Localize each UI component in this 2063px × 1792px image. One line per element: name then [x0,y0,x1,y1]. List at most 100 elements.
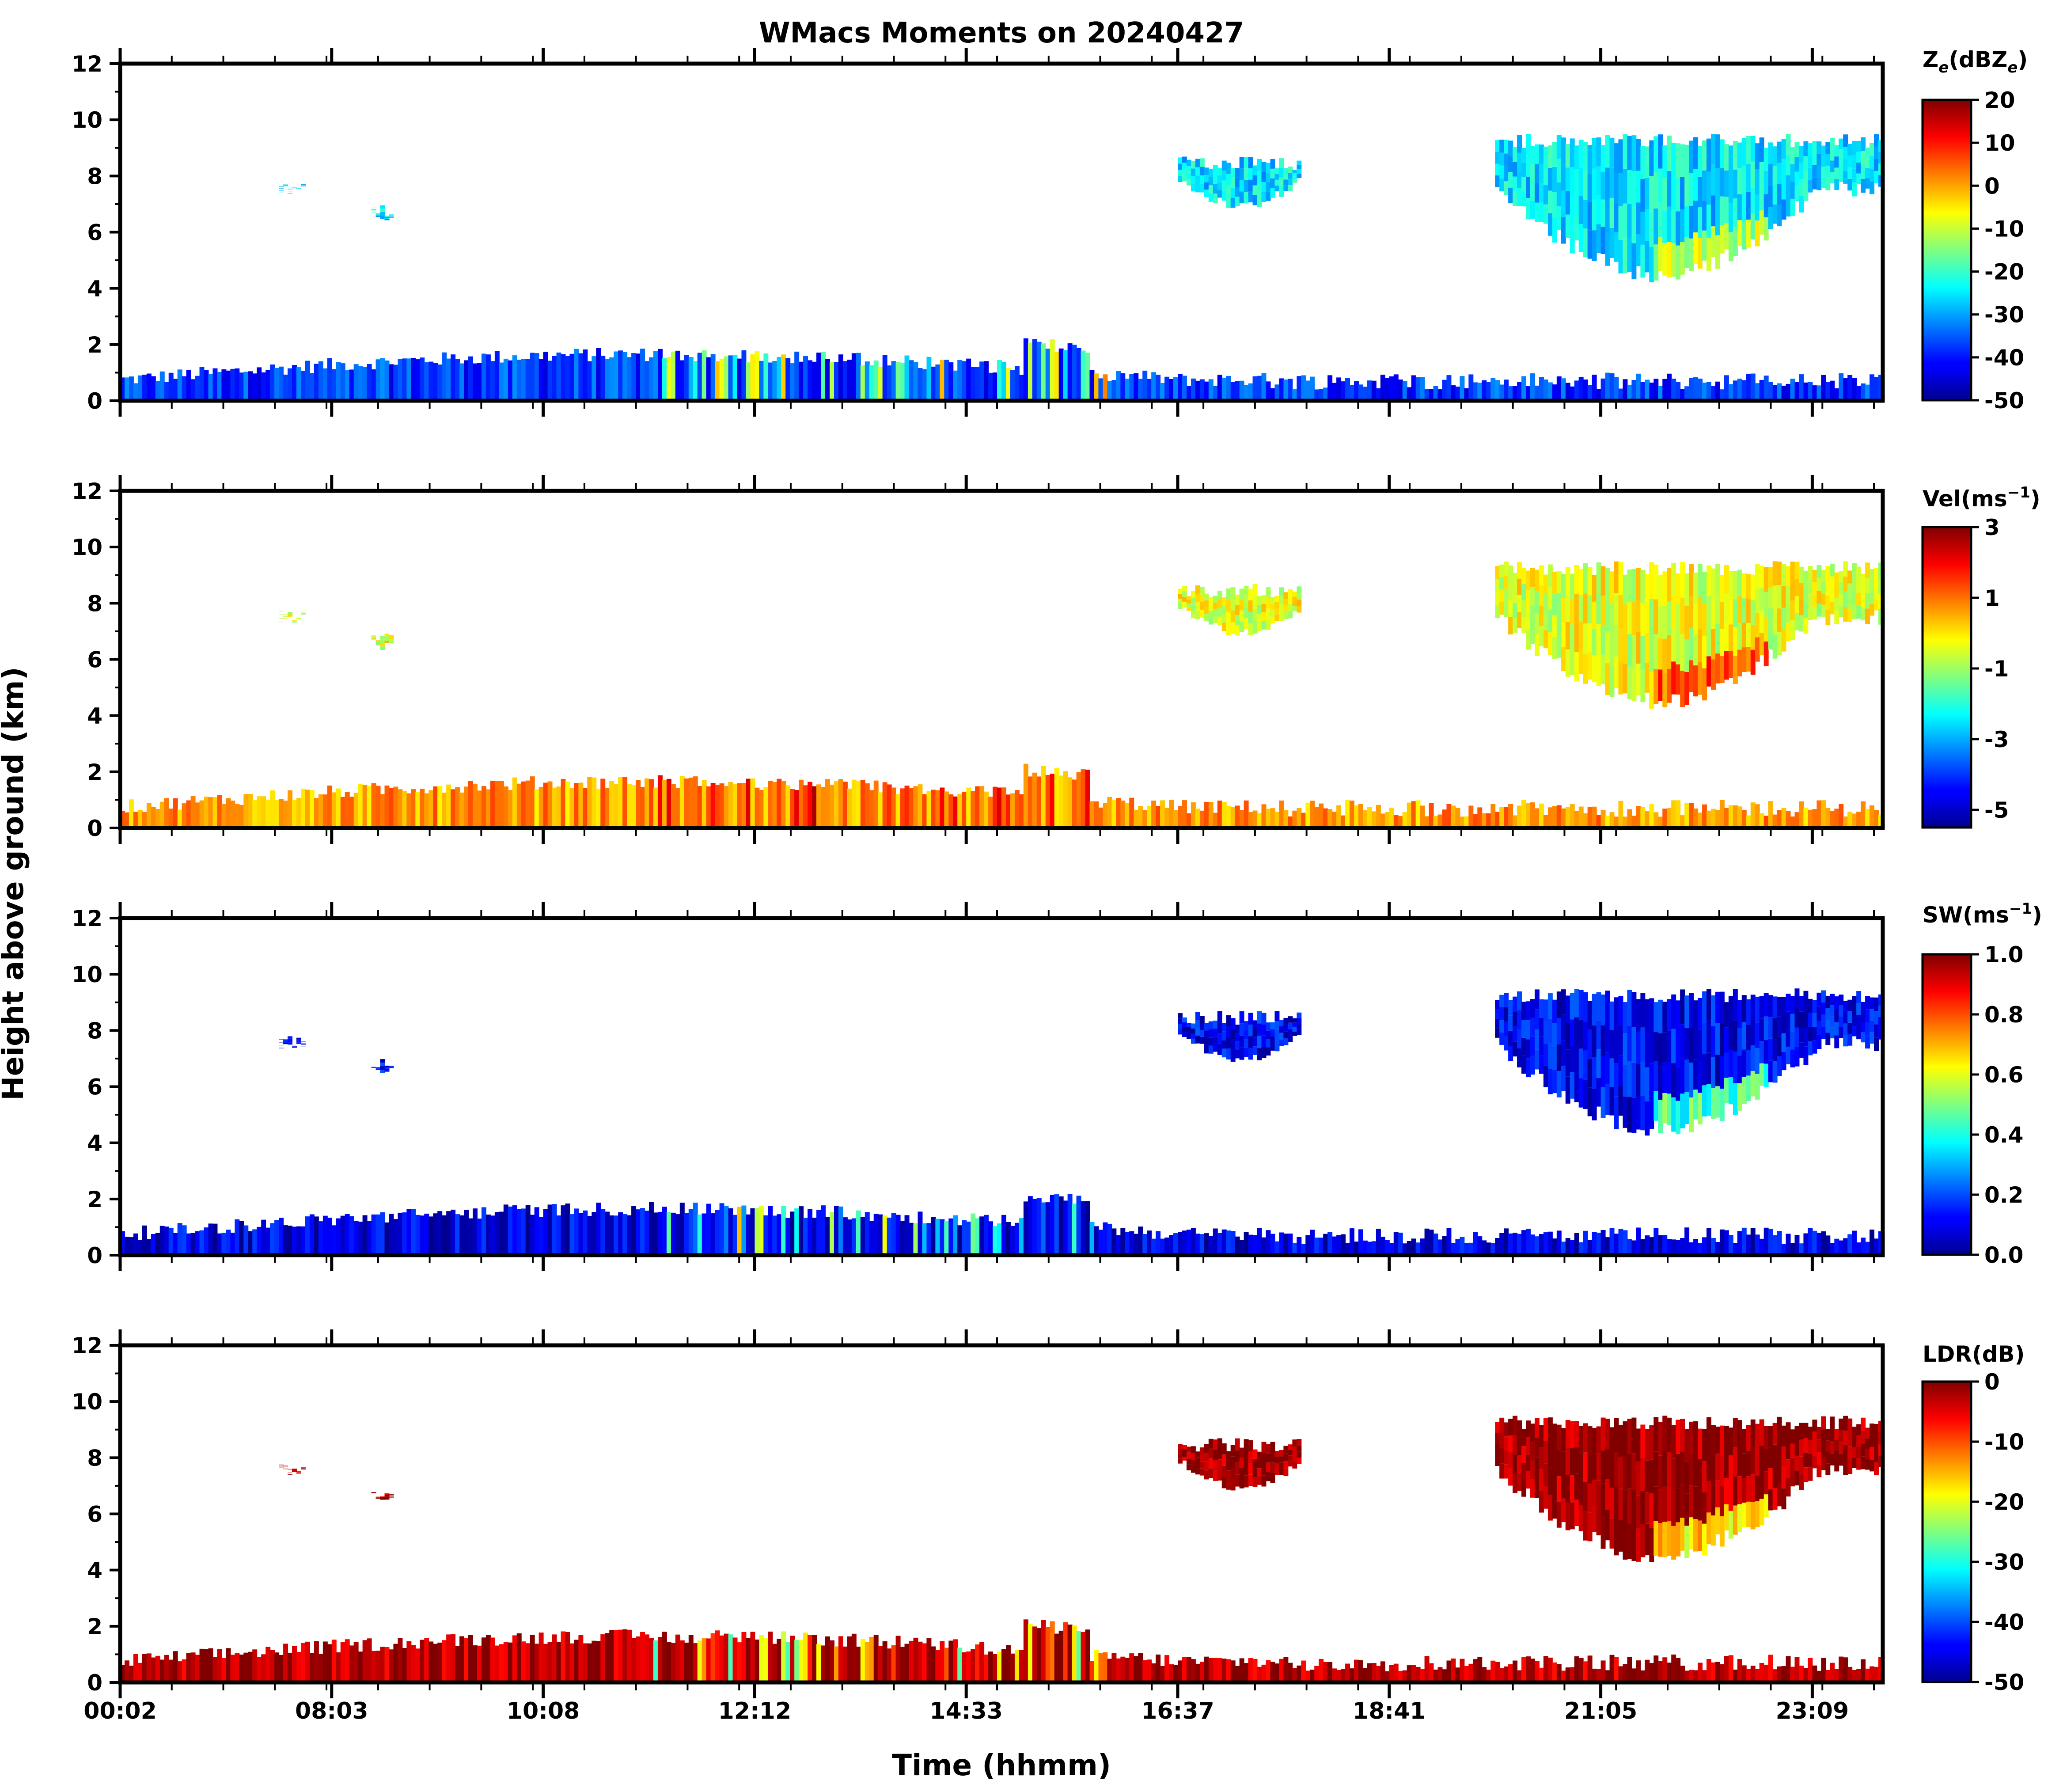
pixel-cell [1257,1011,1262,1024]
pixel-column [1468,1242,1474,1255]
pixel-cell [1763,194,1769,217]
pixel-column [1658,1661,1663,1682]
pixel-column [1010,793,1015,828]
pixel-cell [1653,208,1659,245]
pixel-cell [279,186,284,187]
pixel-cell [1186,1027,1191,1031]
pixel-column [1058,1196,1064,1255]
pixel-cell [1534,144,1540,164]
pixel-column [473,1645,478,1682]
pixel-column [252,1229,258,1255]
pixel-column [380,358,385,401]
pixel-column [724,1206,729,1255]
pixel-column [1843,378,1848,401]
pixel-cell [1283,1461,1289,1469]
pixel-column [1772,814,1778,828]
pixel-cell [1790,198,1795,216]
pixel-column [1710,1238,1716,1255]
pixel-cell [1513,588,1518,603]
pixel-column [1539,1667,1544,1682]
pixel-column [1350,801,1354,828]
pixel-cell [1561,1451,1566,1475]
pixel-cell [1755,1501,1760,1527]
pixel-column [1565,383,1570,401]
pixel-cell [1852,1016,1857,1026]
pixel-cell [1755,169,1760,195]
pixel-column [1539,803,1544,828]
pixel-cell [1830,160,1835,172]
pixel-column [1526,802,1531,828]
pixel-column [772,782,777,828]
pixel-column [816,1210,822,1255]
pixel-column [759,790,764,828]
pixel-cell [1861,1032,1866,1043]
pixel-column [1367,1663,1372,1682]
pixel-cell [1772,1061,1778,1083]
pixel-column [895,1215,901,1255]
pixel-cell [1755,220,1760,247]
pixel-column [662,1632,667,1682]
pixel-column [322,368,328,401]
pixel-cell [1781,138,1786,159]
pixel-column [124,377,129,401]
pixel-column [851,353,857,401]
pixel-cell [1790,581,1795,601]
pixel-cell [1768,1426,1773,1447]
pixel-cell [1865,1448,1870,1459]
colorbar-tick-label: -40 [1984,345,2024,371]
pixel-cell [1270,1022,1275,1029]
pixel-column [1614,1234,1619,1255]
pixel-column [1107,1659,1112,1682]
pixel-cell [1499,1448,1505,1464]
pixel-column [1482,813,1487,828]
pixel-cell [1517,1455,1522,1473]
pixel-cell [1658,669,1663,701]
pixel-cell [1578,167,1584,196]
pixel-cell [1570,993,1575,1020]
pixel-cell [1499,995,1505,1008]
pixel-column [596,1203,601,1255]
pixel-cell [1283,1025,1289,1032]
pixel-cell [1870,592,1875,604]
pixel-column [1023,338,1028,401]
pixel-cell [1592,1025,1597,1057]
pixel-cell [1605,600,1610,632]
pixel-column [485,789,491,828]
pixel-column [1103,1652,1108,1682]
pixel-cell [1834,1450,1839,1461]
pixel-cell [1534,202,1540,222]
pixel-cell [1609,1087,1615,1116]
pixel-cell [1578,648,1584,675]
pixel-cell [1592,168,1597,200]
pixel-cell [1680,634,1685,671]
pixel-column [173,798,178,828]
pixel-cell [1653,599,1659,634]
pixel-cell [1534,1049,1540,1070]
pixel-column [133,1654,138,1682]
pixel-cell [1508,1030,1513,1046]
pixel-cell [1288,1450,1293,1456]
pixel-column [1565,807,1570,828]
pixel-cell [1565,1503,1570,1530]
pixel-column [763,1215,769,1255]
pixel-cell [1297,1451,1302,1458]
pixel-cell [1495,566,1500,579]
pixel-cell [1870,1435,1875,1448]
pixel-cell [1658,237,1663,271]
pixel-column [1067,1625,1073,1682]
pixel-column [411,789,416,828]
pixel-cell [288,613,293,615]
pixel-cell [384,641,390,643]
pixel-cell [1707,656,1711,687]
pixel-column [1169,1664,1174,1682]
pixel-cell [300,1467,306,1468]
pixel-cell [1839,1418,1844,1431]
pixel-column [322,1641,328,1682]
pixel-cell [1839,1442,1844,1454]
pixel-cell [1239,1023,1244,1036]
pixel-cell [1574,565,1579,594]
pixel-cell [1856,606,1862,619]
pixel-column [821,787,826,828]
pixel-column [1442,1236,1447,1255]
pixel-column [1019,375,1024,401]
